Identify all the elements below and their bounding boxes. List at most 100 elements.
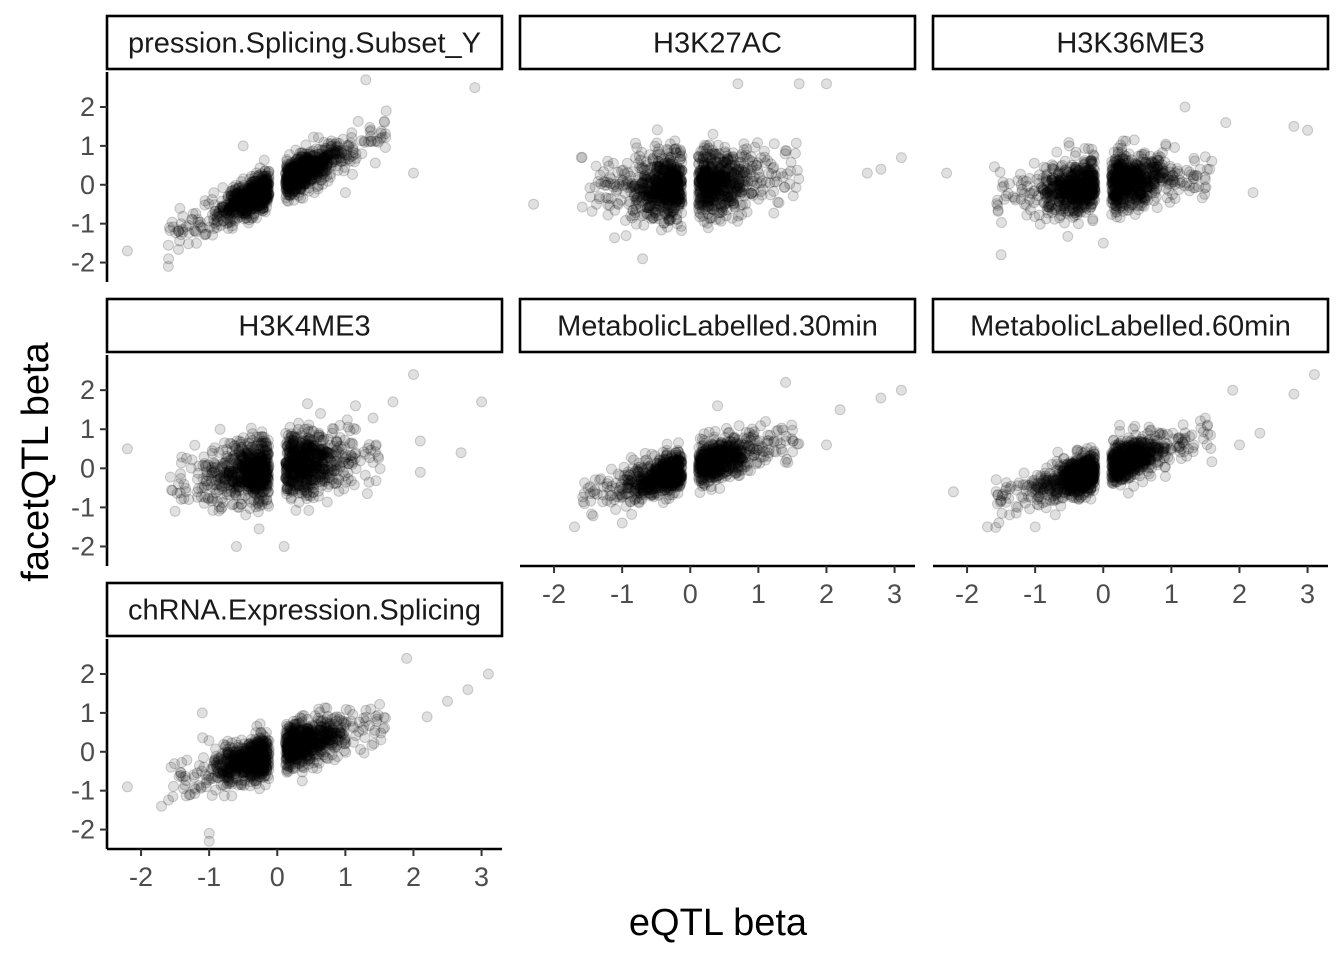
data-point [228, 192, 240, 204]
data-point [310, 143, 322, 155]
data-point [319, 154, 331, 166]
data-point [261, 183, 272, 195]
data-point [309, 161, 321, 172]
data-point [216, 200, 228, 212]
data-point [255, 203, 267, 215]
data-point [1151, 202, 1163, 214]
data-point [297, 172, 309, 184]
data-point [297, 174, 309, 185]
data-point [299, 172, 311, 184]
data-point [302, 160, 314, 172]
data-point [284, 149, 295, 161]
data-point [290, 169, 302, 181]
data-point [338, 483, 350, 495]
data-point [260, 179, 272, 191]
data-point [287, 172, 299, 184]
data-point [245, 199, 257, 211]
data-point [255, 190, 267, 202]
data-point [747, 189, 759, 201]
data-point [248, 193, 260, 205]
data-point [1062, 230, 1074, 242]
data-point [290, 161, 302, 172]
data-point [282, 163, 294, 175]
data-point [312, 170, 323, 182]
data-point [257, 202, 269, 214]
data-point [317, 161, 329, 172]
data-point [1302, 124, 1314, 136]
data-point [293, 165, 305, 176]
data-point [768, 138, 780, 150]
data-point [741, 206, 753, 218]
data-point [261, 176, 272, 188]
data-point [289, 168, 301, 180]
data-point [248, 185, 260, 197]
data-point [217, 205, 229, 217]
data-point [360, 74, 372, 86]
data-point [639, 170, 651, 182]
data-point [237, 198, 249, 209]
data-point [1112, 142, 1124, 154]
data-point [283, 173, 295, 185]
data-point [232, 200, 244, 212]
data-point [297, 162, 309, 174]
data-point [1106, 171, 1118, 182]
data-point [256, 199, 268, 211]
data-point [309, 156, 321, 168]
data-point [227, 200, 239, 212]
data-point [312, 183, 324, 195]
data-point [331, 140, 343, 152]
data-point [317, 165, 328, 177]
data-point [261, 190, 273, 202]
data-point [255, 190, 266, 202]
data-point [294, 154, 306, 166]
data-point [304, 163, 316, 175]
data-point [285, 164, 296, 176]
data-point [297, 159, 309, 171]
data-point [203, 198, 215, 210]
data-point [244, 173, 256, 185]
data-point [1193, 181, 1205, 193]
data-point [1137, 181, 1149, 193]
data-point [305, 175, 317, 187]
data-point [284, 190, 296, 202]
data-point [206, 194, 218, 205]
data-point [283, 167, 295, 179]
data-point [227, 208, 239, 219]
data-point [742, 163, 754, 175]
data-point [319, 154, 331, 166]
data-point [163, 253, 175, 265]
data-point [292, 172, 304, 184]
data-point [195, 221, 207, 233]
data-point [996, 217, 1007, 228]
data-point [249, 172, 261, 184]
data-point [295, 161, 307, 173]
data-point [256, 183, 268, 195]
data-point [287, 163, 298, 175]
data-point [317, 162, 329, 174]
data-point [164, 222, 175, 233]
data-point [282, 166, 294, 178]
data-point [861, 167, 873, 179]
data-point [280, 179, 292, 191]
data-point [289, 168, 301, 180]
data-point [242, 193, 254, 205]
data-point [297, 167, 309, 179]
data-point [311, 165, 323, 177]
data-point [216, 209, 228, 221]
data-point [305, 155, 317, 167]
data-point [298, 163, 309, 175]
data-point [213, 205, 225, 217]
data-point [335, 145, 347, 157]
data-point [303, 185, 315, 197]
data-point [294, 170, 306, 182]
data-point [338, 165, 350, 177]
data-point [283, 176, 295, 188]
data-point [346, 127, 358, 139]
data-point [234, 191, 246, 203]
data-point [284, 189, 296, 201]
data-point [309, 154, 321, 166]
data-point [243, 182, 255, 194]
data-point [304, 175, 315, 187]
data-point [356, 148, 368, 160]
data-point [283, 181, 295, 193]
